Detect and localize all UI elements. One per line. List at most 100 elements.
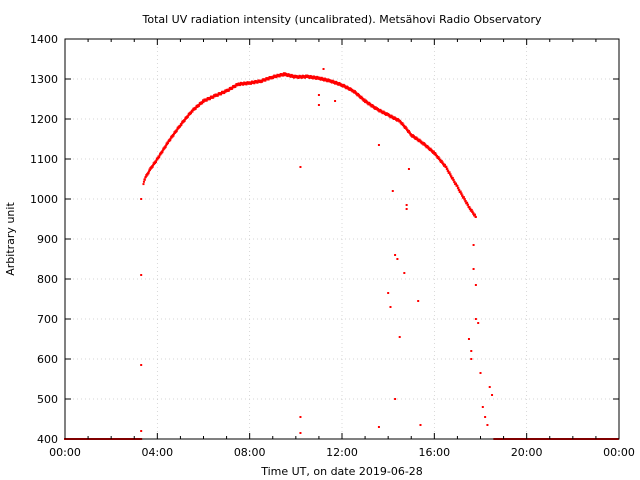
- scatter-point: [405, 208, 408, 210]
- curve-point: [467, 203, 470, 206]
- scatter-point: [394, 254, 397, 256]
- curve-point: [234, 85, 237, 88]
- curve-point: [245, 83, 248, 86]
- curve-point: [161, 151, 164, 154]
- curve-point: [399, 119, 402, 122]
- curve-point: [242, 83, 245, 86]
- curve-point: [464, 200, 467, 203]
- curve-point: [452, 178, 455, 181]
- curve-point: [160, 152, 163, 155]
- y-tick-label: 1200: [30, 113, 58, 126]
- curve-point: [247, 82, 250, 85]
- curve-point: [156, 158, 159, 161]
- curve-point: [455, 182, 458, 185]
- curve-point: [404, 125, 407, 128]
- scatter-point: [334, 100, 337, 102]
- curve-point: [461, 194, 464, 197]
- curve-point: [159, 153, 162, 156]
- x-tick-label: 08:00: [234, 446, 266, 459]
- curve-point: [158, 154, 161, 157]
- scatter-point: [407, 168, 410, 170]
- curve-point: [163, 147, 166, 150]
- curve-point: [352, 89, 355, 92]
- curve-point: [256, 81, 259, 84]
- curve-point: [304, 76, 307, 79]
- x-tick-label: 16:00: [418, 446, 450, 459]
- curve-point: [201, 102, 204, 105]
- scatter-point: [474, 318, 477, 320]
- curve-point: [425, 144, 428, 147]
- curve-point: [460, 192, 463, 195]
- curve-point: [311, 77, 314, 80]
- curve-point: [431, 150, 434, 153]
- curve-point: [238, 84, 241, 87]
- curve-point: [401, 122, 404, 125]
- scatter-point: [484, 416, 487, 418]
- curve-point: [442, 162, 445, 165]
- scatter-point: [377, 426, 380, 428]
- curve-point: [421, 141, 424, 144]
- curve-point: [450, 175, 453, 178]
- curve-point: [154, 161, 157, 164]
- curve-point: [202, 101, 205, 104]
- curve-point: [470, 208, 473, 211]
- scatter-point: [491, 394, 494, 396]
- curve-point: [453, 180, 456, 183]
- curve-point: [472, 212, 475, 215]
- curve-point: [427, 146, 430, 149]
- curve-point: [458, 188, 461, 191]
- curve-point: [297, 76, 300, 79]
- curve-point: [216, 94, 219, 97]
- curve-point: [405, 127, 408, 130]
- y-tick-label: 600: [37, 353, 58, 366]
- curve-point: [354, 91, 357, 94]
- x-tick-label: 00:00: [49, 446, 81, 459]
- y-tick-label: 400: [37, 433, 58, 446]
- curve-point: [397, 118, 400, 121]
- curve-point: [142, 183, 145, 186]
- x-tick-label: 12:00: [326, 446, 358, 459]
- curve-point: [374, 106, 377, 109]
- curve-point: [443, 163, 446, 166]
- scatter-point: [396, 258, 399, 260]
- curve-point: [147, 172, 150, 175]
- curve-point: [208, 98, 211, 101]
- scatter-point: [477, 322, 480, 324]
- curve-point: [437, 155, 440, 158]
- curve-point: [424, 143, 427, 146]
- curve-point: [362, 98, 365, 101]
- scatter-point: [470, 350, 473, 352]
- curve-point: [462, 196, 465, 199]
- curve-point: [363, 98, 366, 101]
- scatter-point: [479, 372, 482, 374]
- curve-point: [253, 82, 256, 85]
- y-tick-label: 500: [37, 393, 58, 406]
- curve-point: [446, 167, 449, 170]
- curve-point: [423, 142, 426, 145]
- curve-point: [402, 123, 405, 126]
- scatter-point: [317, 94, 320, 96]
- curve-point: [146, 173, 149, 176]
- curve-point: [180, 123, 183, 126]
- curve-point: [469, 207, 472, 210]
- scatter-point: [394, 398, 397, 400]
- curve-point: [361, 96, 364, 99]
- curve-point: [358, 94, 361, 97]
- curve-point: [316, 76, 319, 79]
- curve-point: [353, 90, 356, 93]
- curve-point: [360, 95, 363, 98]
- curve-point: [473, 213, 476, 216]
- scatter-point: [299, 432, 302, 434]
- curve-point: [451, 176, 454, 179]
- scatter-point: [389, 306, 392, 308]
- y-axis-title: Arbitrary unit: [4, 202, 17, 276]
- curve-point: [250, 82, 253, 85]
- curve-point: [315, 77, 318, 80]
- scatter-point: [322, 68, 325, 70]
- curve-point: [164, 146, 167, 149]
- curve-point: [278, 75, 281, 78]
- curve-point: [282, 72, 285, 75]
- curve-point: [223, 92, 226, 95]
- curve-point: [142, 180, 145, 183]
